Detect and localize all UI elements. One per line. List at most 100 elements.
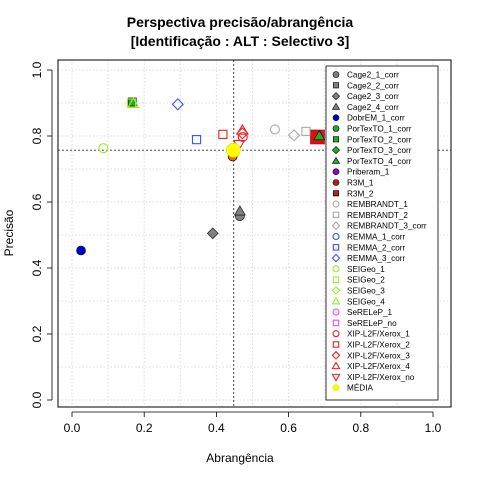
- legend-label: R3M_2: [347, 189, 374, 198]
- legend-label: REMBRANDT_3_corr: [347, 222, 427, 231]
- legend-marker: [331, 102, 341, 110]
- x-tick-label: 0.6: [280, 421, 297, 435]
- legend-marker: [331, 361, 341, 370]
- plot-frame: [57, 59, 452, 408]
- legend-label: SeRELeP_no: [347, 319, 397, 328]
- legend-marker: [332, 308, 340, 316]
- legend-label: PorTexTO_4_corr: [347, 157, 412, 166]
- legend-label: Cage2_1_corr: [347, 71, 399, 80]
- legend-label: Cage2_3_corr: [347, 92, 399, 101]
- legend-marker: [331, 221, 341, 231]
- x-tick-label: 0.8: [352, 421, 369, 435]
- legend-label: REMMA_3_corr: [347, 254, 406, 263]
- legend-marker: [331, 92, 341, 101]
- x-tick-label: 0.2: [136, 421, 153, 435]
- legend-label: SEIGeo_2: [347, 276, 385, 285]
- legend-label: REMBRANDT_2: [347, 211, 408, 220]
- data-point: [287, 129, 301, 142]
- legend-marker: [331, 296, 341, 305]
- legend-marker: [332, 71, 340, 78]
- legend-marker: [332, 319, 340, 327]
- axes: 0.0 0.2 0.4 0.6 0.8 1.0 0.0 0.2 0.4 0.6 0.8 1.0: [30, 61, 442, 435]
- legend-label: PorTexTO_1_corr: [347, 125, 412, 134]
- legend-marker: [332, 179, 340, 186]
- reference-lines: [58, 60, 451, 407]
- data-point: [269, 124, 280, 135]
- y-tick-label: 0.0: [30, 391, 44, 408]
- legend-label: SEIGeo_3: [347, 287, 385, 296]
- data-point: [236, 123, 249, 135]
- x-axis-label: Abrangência: [206, 451, 274, 465]
- legend-box: [325, 65, 439, 401]
- y-tick-label: 1.0: [30, 61, 44, 78]
- data-point: [233, 205, 246, 216]
- legend-marker: [332, 114, 340, 121]
- legend-marker: [332, 200, 340, 208]
- data-point: [127, 97, 140, 108]
- legend-label: Cage2_4_corr: [347, 103, 399, 112]
- y-tick-label: 0.4: [30, 259, 44, 276]
- data-point: [76, 245, 86, 256]
- legend-marker: [332, 265, 340, 273]
- legend-label: DobrEM_1_corr: [347, 114, 405, 123]
- legend-marker: [332, 384, 340, 392]
- data-points: [76, 97, 326, 256]
- grid: [58, 60, 451, 407]
- x-tick-label: 0.0: [64, 421, 81, 435]
- legend-marker: [331, 373, 341, 382]
- data-point: [226, 142, 241, 158]
- legend-label: XIP-L2F/Xerox_4: [347, 362, 410, 371]
- legend-label: XIP-L2F/Xerox_3: [347, 351, 410, 360]
- y-axis-label: Precisão: [2, 209, 16, 256]
- legend-marker: [332, 136, 339, 143]
- data-point: [313, 130, 326, 141]
- data-point: [127, 97, 137, 107]
- data-point: [98, 143, 109, 154]
- chart-subtitle: [Identificação : ALT : Selectivo 3]: [131, 33, 350, 49]
- legend-label: PorTexTO_3_corr: [347, 146, 412, 155]
- legend-label: SEIGeo_1: [347, 265, 385, 274]
- data-point: [237, 131, 248, 143]
- y-tick-label: 0.8: [30, 127, 44, 144]
- data-point: [171, 98, 184, 111]
- legend-marker: [332, 190, 339, 197]
- legend-marker: [332, 125, 340, 132]
- legend-marker: [331, 253, 341, 263]
- data-point: [301, 126, 311, 136]
- legend-marker: [331, 286, 341, 295]
- legend-marker: [332, 82, 339, 89]
- legend-label: XIP-L2F/Xerox_no: [347, 373, 415, 382]
- legend-label: SeRELeP_1: [347, 308, 393, 317]
- legend-marker: [332, 211, 340, 219]
- y-tick-label: 0.2: [30, 325, 44, 342]
- legend-label: PorTexTO_2_corr: [347, 135, 412, 144]
- x-tick-label: 0.4: [208, 421, 225, 435]
- legend-label: REMBRANDT_1: [347, 200, 408, 209]
- legend-label: Cage2_2_corr: [347, 81, 399, 90]
- legend-marker: [332, 276, 340, 283]
- legend-label: R3M_1: [347, 179, 374, 188]
- legend-label: Priberam_1: [347, 168, 390, 177]
- legend-marker: [332, 168, 340, 175]
- legend-marker: [332, 244, 340, 251]
- legend-marker: [332, 232, 340, 241]
- y-tick-label: 0.6: [30, 193, 44, 210]
- chart-title: Perspectiva precisão/abrangência: [127, 14, 354, 30]
- data-point: [206, 227, 219, 240]
- legend-label: SEIGeo_4: [347, 297, 385, 306]
- legend-label: REMMA_1_corr: [347, 233, 406, 242]
- legend-marker: [332, 341, 340, 348]
- x-tick-label: 1.0: [425, 421, 442, 435]
- legend-marker: [332, 330, 340, 338]
- data-point: [218, 129, 228, 139]
- legend-marker: [331, 156, 341, 164]
- legend-marker: [331, 350, 341, 360]
- legend-label: REMMA_2_corr: [347, 243, 406, 252]
- data-point: [191, 135, 202, 145]
- legend-marker: [331, 146, 341, 155]
- legend-label: XIP-L2F/Xerox_2: [347, 341, 410, 350]
- legend-label: MÉDIA: [347, 383, 373, 393]
- legend-label: XIP-L2F/Xerox_1: [347, 330, 410, 339]
